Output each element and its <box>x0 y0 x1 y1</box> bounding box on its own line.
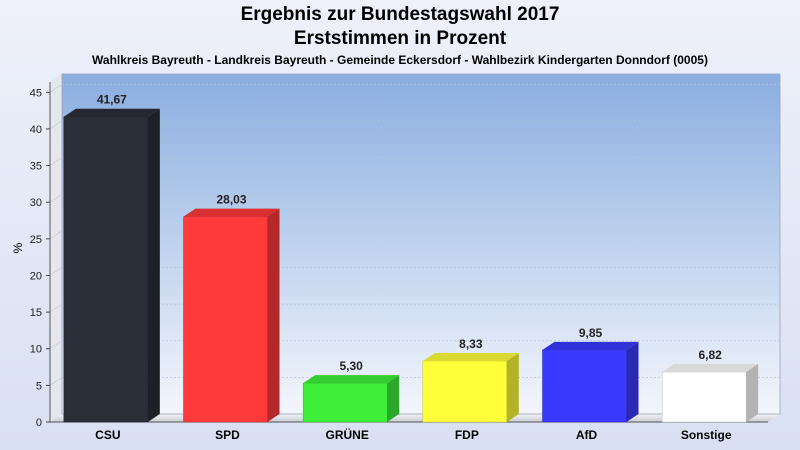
plot-border <box>61 73 781 415</box>
data-label: 6,82 <box>698 348 722 362</box>
y-tick-label: 30 <box>30 197 42 209</box>
bar-sonstige <box>661 371 747 423</box>
y-tick-label: 5 <box>36 380 42 392</box>
bar-csu <box>63 116 149 423</box>
bar-top <box>422 352 519 361</box>
gridline-wall <box>49 377 63 386</box>
data-label: 41,67 <box>97 93 127 107</box>
bar-side <box>147 108 160 423</box>
bar-side <box>506 352 519 422</box>
x-tick-label: GRÜNE <box>325 427 368 442</box>
gridline-wall <box>49 230 63 240</box>
bar-top <box>63 108 160 117</box>
x-tick-label: SPD <box>215 428 240 442</box>
gridline-wall <box>49 193 63 203</box>
x-tick-label: CSU <box>95 428 120 442</box>
gridline-wall <box>49 340 63 350</box>
y-tick-label: 25 <box>30 234 42 246</box>
plot-background <box>62 74 780 414</box>
bar-top <box>183 208 280 217</box>
chart-title: Ergebnis zur Bundestagswahl 2017 <box>240 4 560 25</box>
data-label: 5,30 <box>339 359 363 373</box>
bar-side <box>626 341 639 422</box>
gridline-wall <box>49 120 63 130</box>
y-axis-label: % <box>11 242 25 253</box>
gridline-wall <box>49 84 63 93</box>
y-tick-label: 45 <box>30 87 42 99</box>
y-tick-label: 10 <box>30 344 42 356</box>
data-label: 28,03 <box>216 193 246 207</box>
gridline-wall <box>49 303 63 313</box>
y-tick-label: 35 <box>30 161 42 173</box>
x-tick-label: FDP <box>455 428 479 442</box>
x-tick-label: AfD <box>576 428 598 442</box>
bar-spd <box>183 216 268 423</box>
bar-afd <box>542 349 627 423</box>
data-label: 8,33 <box>459 337 483 351</box>
chart-subtitle: Erststimmen in Prozent <box>293 28 507 49</box>
bar-side <box>267 208 280 422</box>
y-tick-label: 40 <box>30 124 42 136</box>
bar-top <box>303 375 400 384</box>
y-tick-label: 0 <box>36 417 42 429</box>
bar-grüne <box>302 382 388 423</box>
bar-top <box>542 341 639 350</box>
y-tick-label: 15 <box>30 307 42 319</box>
gridline-wall <box>49 267 63 276</box>
bar-side <box>746 364 759 422</box>
y-tick-label: 20 <box>30 270 42 282</box>
gridline-wall <box>49 157 63 166</box>
plot-left-wall <box>50 74 62 422</box>
chart-caption: Wahlkreis Bayreuth - Landkreis Bayreuth … <box>92 53 708 67</box>
bar-top <box>662 364 759 373</box>
x-tick-label: Sonstige <box>681 428 732 442</box>
data-label: 9,85 <box>579 326 603 340</box>
bar-fdp <box>422 360 508 423</box>
bar-side <box>387 375 400 422</box>
